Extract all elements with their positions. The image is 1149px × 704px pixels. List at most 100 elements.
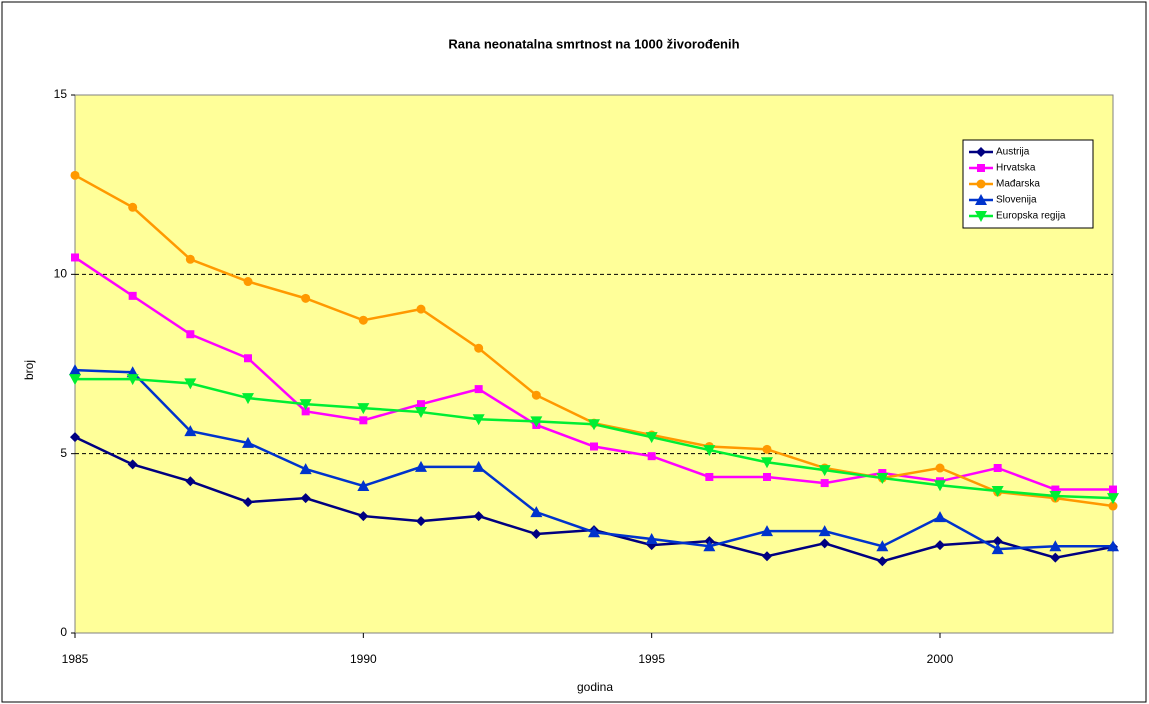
y-tick-label: 15	[54, 87, 68, 101]
marker	[818, 465, 831, 477]
marker	[763, 472, 771, 481]
marker	[703, 445, 716, 457]
x-tick-label: 1995	[638, 652, 665, 666]
marker	[819, 538, 830, 549]
marker	[876, 540, 889, 552]
legend-label: Slovenija	[996, 195, 1037, 206]
marker	[1107, 493, 1119, 505]
marker	[472, 414, 485, 426]
marker	[184, 425, 197, 437]
marker	[128, 202, 138, 212]
chart-title: Rana neonatalna smrtnost na 1000 živorođ…	[448, 36, 739, 51]
legend-marker	[977, 164, 985, 172]
marker	[876, 473, 889, 485]
marker	[934, 480, 946, 492]
marker	[185, 254, 195, 264]
legend-marker	[975, 211, 987, 222]
marker	[647, 452, 656, 461]
marker	[474, 385, 483, 394]
marker	[588, 526, 600, 538]
marker	[645, 432, 658, 444]
legend-marker	[976, 147, 986, 157]
marker	[299, 399, 312, 411]
marker	[762, 551, 772, 562]
marker	[761, 457, 773, 469]
marker	[359, 416, 368, 425]
marker	[242, 436, 254, 448]
marker	[184, 378, 197, 390]
marker	[1049, 540, 1062, 552]
marker	[1107, 540, 1119, 552]
marker	[300, 493, 311, 504]
legend-marker	[975, 194, 987, 205]
marker	[358, 511, 369, 522]
marker	[818, 525, 831, 537]
marker	[70, 170, 80, 180]
marker	[358, 315, 368, 325]
marker	[244, 354, 252, 363]
marker	[242, 393, 254, 405]
y-tick-label: 0	[60, 625, 67, 639]
marker	[820, 479, 829, 488]
marker	[301, 407, 310, 416]
marker	[417, 400, 425, 409]
marker	[705, 472, 714, 481]
marker	[531, 529, 542, 540]
marker	[126, 374, 139, 386]
marker	[531, 390, 541, 400]
marker	[185, 476, 196, 487]
marker	[991, 485, 1004, 497]
marker	[243, 277, 253, 287]
marker	[127, 459, 138, 470]
marker	[301, 293, 311, 303]
marker	[761, 525, 773, 537]
marker	[1109, 485, 1117, 494]
y-tick-label: 5	[60, 446, 67, 460]
marker	[1049, 490, 1062, 502]
marker	[474, 343, 484, 353]
marker	[934, 511, 946, 523]
marker	[128, 291, 137, 300]
x-tick-label: 2000	[927, 652, 954, 666]
marker	[186, 330, 195, 339]
marker	[993, 464, 1002, 473]
legend-label: Hrvatska	[996, 163, 1036, 174]
marker	[877, 556, 888, 567]
legend-label: Mađarska	[996, 179, 1040, 190]
marker	[762, 444, 772, 454]
legend-label: Austrija	[996, 147, 1030, 158]
marker	[416, 304, 426, 314]
marker	[416, 516, 426, 527]
marker	[1050, 552, 1061, 563]
marker	[992, 536, 1003, 547]
legend-label: Europska regija	[996, 211, 1066, 222]
x-tick-label: 1985	[62, 652, 89, 666]
marker	[69, 374, 81, 386]
marker	[357, 403, 370, 415]
marker	[357, 479, 370, 491]
marker	[69, 364, 81, 376]
y-axis-label: broj	[22, 360, 36, 380]
legend-marker	[976, 179, 986, 189]
marker	[71, 253, 79, 262]
y-tick-label: 10	[54, 267, 68, 281]
marker	[243, 497, 253, 508]
marker	[1108, 501, 1118, 511]
marker	[703, 540, 716, 552]
marker	[472, 460, 485, 472]
marker	[530, 506, 543, 518]
marker	[473, 511, 484, 522]
marker	[415, 460, 427, 472]
marker	[645, 533, 658, 545]
marker	[415, 407, 427, 419]
marker	[299, 463, 312, 475]
marker	[935, 463, 945, 473]
marker	[935, 540, 945, 551]
x-axis-label: godina	[577, 680, 613, 694]
marker	[530, 416, 543, 428]
marker	[588, 419, 600, 431]
marker	[991, 543, 1004, 555]
x-tick-label: 1990	[350, 652, 377, 666]
marker	[70, 432, 80, 443]
